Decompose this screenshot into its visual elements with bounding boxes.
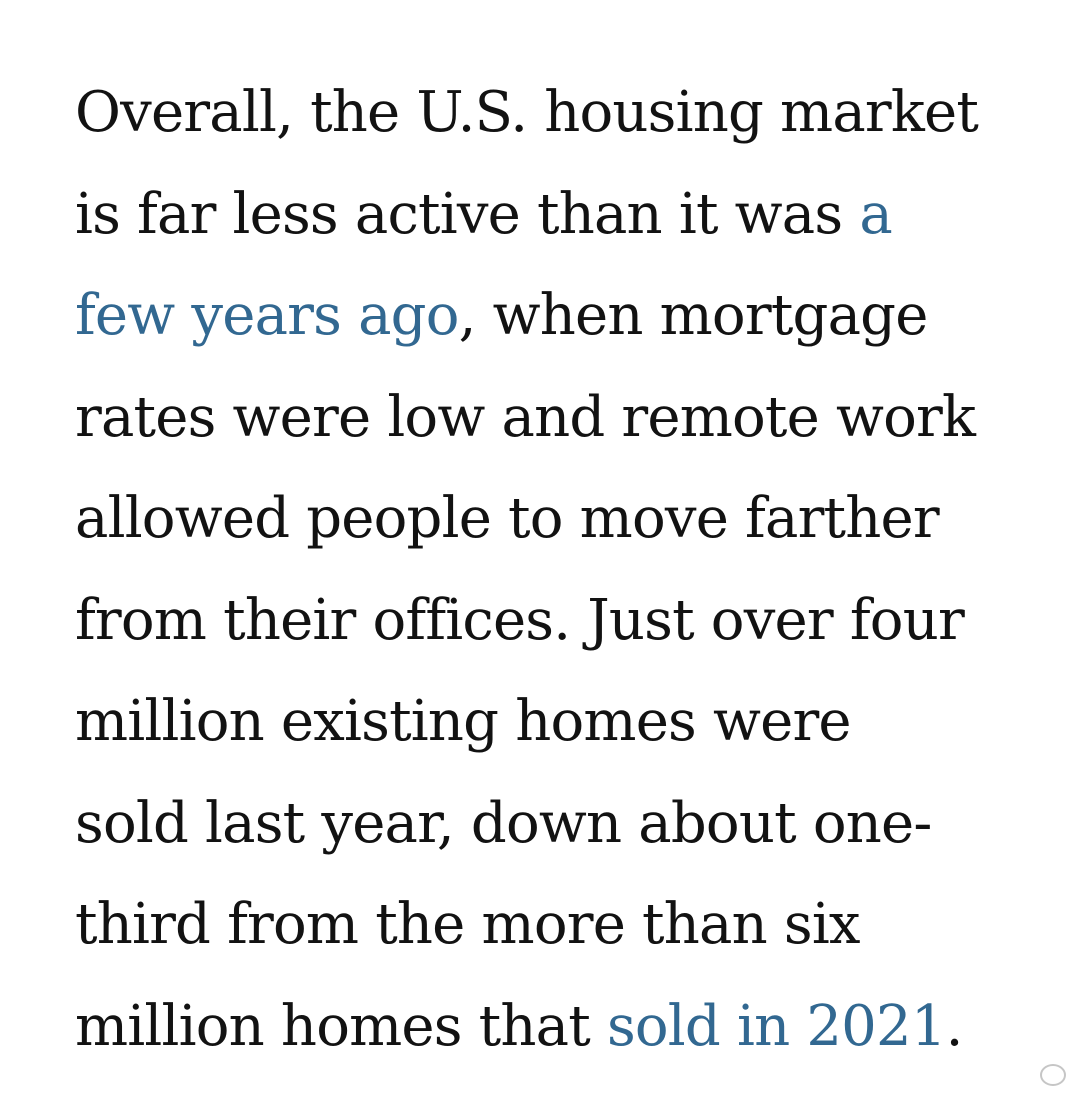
line-text: rates were low and remote work bbox=[75, 384, 976, 450]
link-few-years-ago-part1[interactable]: a bbox=[859, 181, 892, 247]
line-text-period: . bbox=[945, 993, 964, 1059]
line-text: is far less active than it was bbox=[75, 181, 860, 247]
paragraph-line-1: Overall, the U.S. housing market bbox=[75, 62, 1035, 164]
paragraph-line-2: is far less active than it was a bbox=[75, 164, 1035, 266]
line-text: million existing homes were bbox=[75, 689, 852, 754]
paragraph-line-4: rates were low and remote work bbox=[75, 367, 1035, 469]
link-few-years-ago-part2[interactable]: few years ago bbox=[75, 283, 459, 348]
weibo-logo-icon bbox=[1040, 1064, 1066, 1086]
paragraph-line-9: third from the more than six bbox=[75, 874, 1035, 976]
line-text: third from the more than six bbox=[75, 892, 861, 957]
paragraph-line-8: sold last year, down about one- bbox=[75, 773, 1035, 875]
watermark bbox=[1040, 1064, 1066, 1086]
paragraph-line-7: million existing homes were bbox=[75, 671, 1035, 773]
article-body: Overall, the U.S. housing market is far … bbox=[75, 62, 1035, 1077]
paragraph-line-5: allowed people to move farther bbox=[75, 468, 1035, 570]
link-sold-in-2021[interactable]: sold in 2021 bbox=[606, 993, 947, 1059]
line-text: from their offices. Just over four bbox=[75, 587, 965, 653]
line-text: Overall, the U.S. housing market bbox=[75, 80, 979, 145]
line-text: , when mortgage bbox=[458, 283, 929, 348]
line-text: allowed people to move farther bbox=[75, 486, 940, 551]
paragraph-line-10: million homes that sold in 2021. bbox=[75, 976, 1035, 1078]
line-text: sold last year, down about one- bbox=[75, 790, 932, 856]
line-text: million homes that bbox=[75, 993, 607, 1059]
paragraph-line-3: few years ago, when mortgage bbox=[75, 265, 1035, 367]
article-paragraph: Overall, the U.S. housing market is far … bbox=[75, 62, 1035, 1077]
paragraph-line-6: from their offices. Just over four bbox=[75, 570, 1035, 672]
